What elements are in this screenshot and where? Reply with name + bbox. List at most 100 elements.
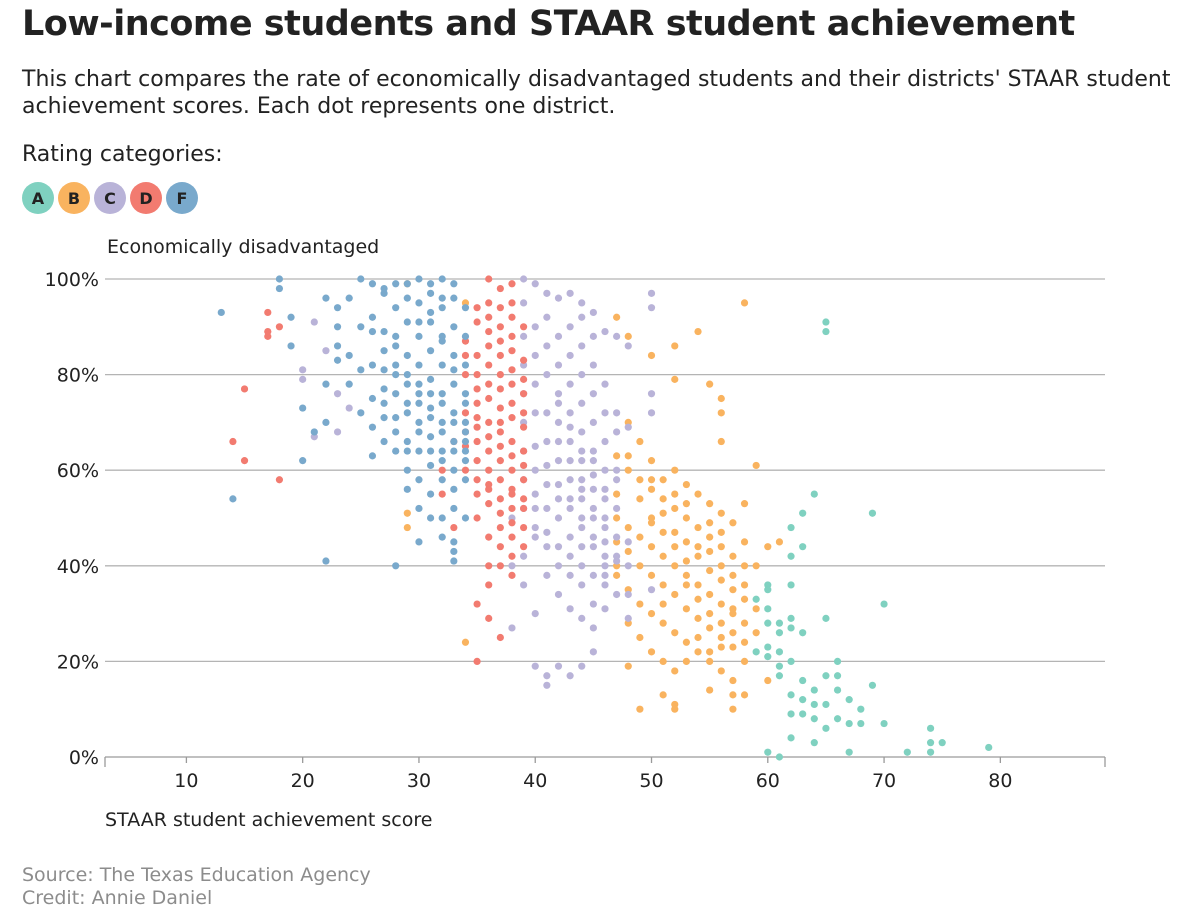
data-point (636, 562, 644, 570)
data-point (392, 371, 400, 379)
data-point (299, 375, 307, 383)
data-point (426, 318, 435, 326)
data-point (659, 552, 667, 560)
data-point (485, 275, 493, 283)
data-point (508, 414, 516, 422)
data-point (682, 638, 690, 646)
data-point (531, 380, 539, 388)
data-point (345, 294, 353, 302)
data-point (438, 361, 446, 369)
data-point (415, 428, 423, 436)
data-point (578, 662, 586, 670)
data-point (461, 371, 470, 379)
data-point (543, 672, 551, 680)
data-point (740, 619, 749, 627)
data-point (578, 457, 586, 465)
data-point (461, 409, 470, 417)
data-point (543, 313, 551, 321)
data-point (566, 495, 574, 503)
data-point (694, 614, 702, 622)
data-point (496, 495, 504, 503)
data-point (566, 423, 574, 431)
data-point (496, 385, 504, 393)
data-point (322, 418, 330, 426)
data-point (682, 657, 690, 666)
data-point (485, 480, 493, 489)
data-point (589, 571, 597, 579)
data-point (775, 619, 784, 627)
data-point (613, 476, 621, 484)
data-point (508, 299, 516, 307)
data-point (647, 543, 656, 551)
data-point (717, 509, 725, 517)
data-point (857, 719, 865, 728)
data-point (461, 418, 470, 426)
data-point (775, 753, 784, 761)
data-point (624, 452, 632, 460)
data-point (601, 581, 609, 589)
data-point (566, 409, 574, 417)
data-point (845, 719, 853, 728)
data-point (345, 404, 353, 412)
data-point (531, 662, 539, 670)
x-tick-label: 30 (407, 770, 431, 792)
data-point (554, 294, 563, 302)
data-point (461, 304, 470, 312)
data-point (473, 371, 481, 379)
x-tick-label: 70 (872, 770, 896, 792)
data-point (403, 294, 411, 302)
data-point (473, 514, 481, 522)
legend-badge-b: B (58, 182, 90, 214)
data-point (508, 504, 516, 513)
data-point (543, 371, 551, 379)
data-point (613, 466, 621, 474)
data-point (589, 361, 597, 369)
data-point (589, 332, 597, 340)
data-point (392, 562, 400, 570)
data-point (345, 351, 353, 360)
x-tick-label: 20 (291, 770, 315, 792)
data-point (508, 380, 516, 388)
data-point (671, 629, 679, 637)
data-point (636, 495, 644, 503)
data-point (415, 275, 423, 283)
data-point (682, 538, 690, 546)
data-point (450, 437, 458, 446)
data-point (787, 710, 795, 718)
data-point (438, 514, 446, 522)
data-point (496, 476, 504, 484)
data-point (787, 691, 795, 699)
data-point (496, 418, 504, 426)
data-point (845, 748, 853, 756)
data-point (368, 423, 377, 431)
data-point (799, 676, 807, 685)
data-point (450, 538, 458, 546)
data-point (554, 480, 563, 489)
data-point (566, 504, 574, 513)
data-point (415, 504, 423, 513)
data-point (647, 610, 656, 618)
data-point (415, 380, 423, 388)
data-point (508, 519, 516, 527)
data-point (450, 466, 458, 474)
data-point (868, 509, 877, 517)
data-point (566, 457, 574, 465)
y-tick-label: 40% (57, 556, 99, 578)
data-point (485, 327, 493, 336)
series-a (752, 318, 993, 761)
data-point (461, 514, 470, 522)
data-point (520, 461, 528, 470)
data-point (450, 294, 458, 302)
data-point (438, 304, 446, 312)
legend-badge-f: F (166, 182, 198, 214)
data-point (717, 437, 725, 446)
data-point (264, 332, 272, 340)
data-point (624, 662, 632, 670)
data-point (740, 562, 749, 570)
data-point (496, 442, 504, 450)
data-point (485, 433, 493, 441)
data-point (554, 590, 563, 599)
data-point (508, 347, 516, 355)
data-point (496, 509, 504, 517)
